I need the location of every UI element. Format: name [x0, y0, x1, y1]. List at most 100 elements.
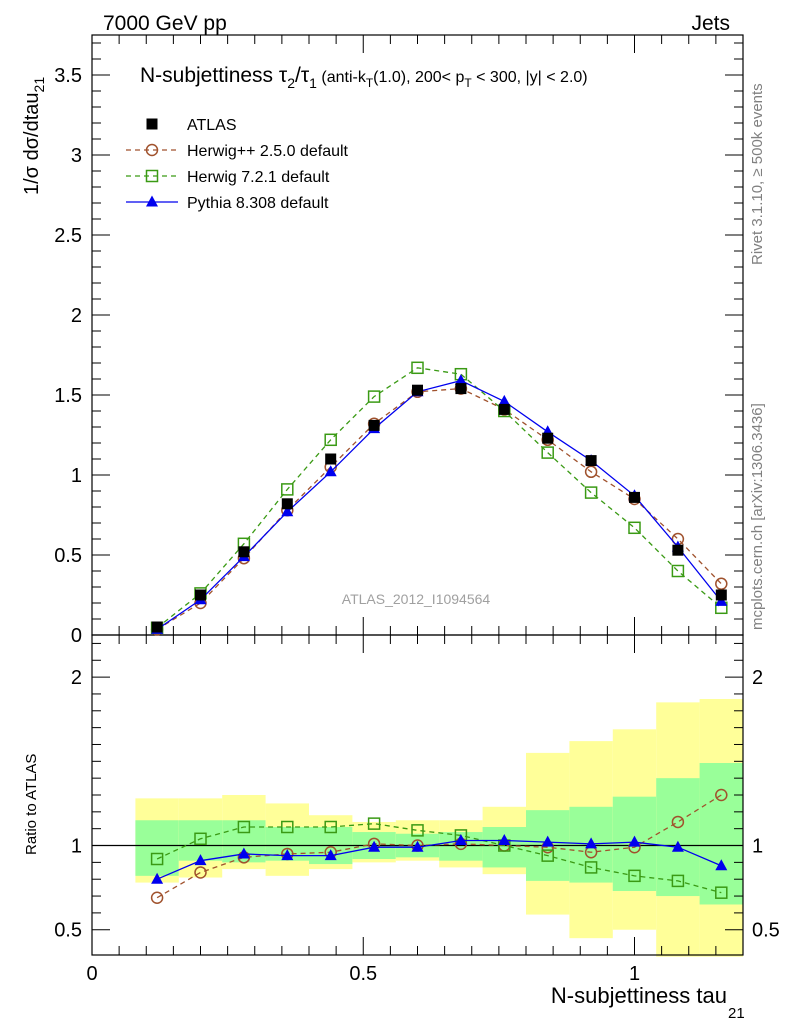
pythia-8-308-default-ratio-point	[411, 840, 424, 852]
main-y-tick-label: 2	[71, 305, 82, 327]
atlas-main-point	[412, 384, 423, 396]
pythia-8-308-default-legend-marker	[146, 195, 158, 207]
herwig-7-2-1-default-main-point	[367, 390, 381, 403]
atlas-main-point	[368, 419, 380, 431]
chart-title: N-subjettiness τ2/τ1 (anti-kT(1.0), 200<…	[140, 64, 588, 91]
pythia-8-308-default-ratio-point	[498, 833, 511, 845]
main-y-tick-label: 3	[71, 145, 82, 167]
herwig-2-5-0-default-ratio-point	[150, 891, 164, 904]
atlas-main-point	[281, 498, 293, 510]
main-y-tick-label: 0	[71, 625, 82, 647]
pythia-8-308-default-ratio-point	[628, 835, 641, 847]
herwig-2-5-0-default-main-point	[584, 465, 598, 479]
pythia-8-308-default-ratio-point	[281, 849, 294, 861]
atlas-main-point	[498, 403, 510, 415]
herwig-7-2-1-default-ratio-point	[584, 861, 598, 874]
herwig-7-2-1-default-ratio-point	[324, 820, 337, 834]
herwig-7-2-1-default-main-point	[628, 521, 641, 535]
title-sub2: 2	[287, 75, 295, 91]
green-band-bin	[656, 778, 700, 897]
main-y-tick-label: 2.5	[54, 225, 82, 247]
herwig-7-2-1-default-main-point	[281, 483, 294, 496]
atlas-main-point	[585, 455, 597, 467]
atlas-main-point	[629, 491, 640, 503]
herwig-7-2-1-default-ratio-point	[541, 849, 554, 862]
herwig-7-2-1-default-ratio-point	[237, 820, 251, 834]
pythia-8-308-default-main-point	[324, 465, 337, 477]
atlas-main-point	[455, 383, 467, 395]
herwig-7-2-1-default-main-point	[541, 446, 554, 459]
main-y-tick-label: 1	[71, 465, 82, 487]
herwig-7-2-1-default-ratio-point	[281, 820, 294, 834]
ratio-y-tick-label-right: 2	[752, 667, 763, 689]
herwig-2-5-0-default-legend-label: Herwig++ 2.5.0 default	[187, 143, 349, 160]
herwig-7-2-1-default-main-point	[671, 564, 685, 578]
herwig-7-2-1-default-ratio-point	[628, 869, 641, 883]
title-sub1: 1	[309, 75, 317, 91]
herwig-7-2-1-default-main-point	[584, 486, 598, 499]
herwig-7-2-1-default-ratio-point	[411, 824, 424, 837]
herwig-2-5-0-default-main-line	[156, 387, 722, 630]
pythia-8-308-default-ratio-line	[156, 839, 722, 880]
main-y-axis-label: 1/σ dσ/dtau21	[21, 77, 47, 195]
pythia-8-308-default-ratio-point	[541, 835, 554, 847]
herwig-2-5-0-default-ratio-point	[194, 866, 207, 879]
main-y-axis-label-subscript: 21	[31, 77, 47, 93]
x-axis-label: N-subjettiness tau	[551, 983, 727, 1008]
main-y-tick-label: 1.5	[54, 385, 82, 407]
atlas-legend-marker	[146, 118, 158, 130]
pythia-8-308-default-ratio-point	[324, 849, 337, 861]
green-band-bin	[699, 763, 743, 905]
analysis-watermark: ATLAS_2012_I1094564	[342, 591, 491, 607]
title-main: N-subjettiness τ	[140, 64, 288, 87]
ratio-y-tick-label-left: 2	[71, 667, 82, 689]
main-y-axis-label-text: 1/σ dσ/dtau	[21, 92, 43, 195]
ratio-uncertainty-bands	[135, 699, 743, 957]
ratio-series-group	[150, 788, 728, 904]
x-axis-label-subscript: 21	[728, 1005, 745, 1022]
pythia-8-308-default-ratio-point	[151, 872, 164, 884]
atlas-main-point	[238, 546, 250, 558]
herwig-7-2-1-default-ratio-point	[671, 874, 685, 888]
title-slash: /τ	[295, 64, 310, 87]
rivet-version-label: Rivet 3.1.10, ≥ 500k events	[749, 83, 766, 265]
green-band-bin	[482, 827, 526, 868]
x-tick-label: 0	[86, 963, 97, 985]
herwig-2-5-0-default-ratio-point	[715, 788, 728, 802]
pythia-8-308-default-main-point	[498, 394, 511, 406]
atlas-legend-label: ATLAS	[187, 117, 237, 134]
legend: ATLAS Herwig++ 2.5.0 default Herwig 7.2.1 …	[126, 117, 349, 212]
pythia-8-308-default-main-point	[454, 374, 467, 386]
main-series-group	[150, 361, 728, 636]
herwig-7-2-1-default-ratio-point	[150, 852, 164, 866]
pythia-8-308-default-ratio-point	[194, 854, 207, 866]
pythia-8-308-default-ratio-point	[585, 837, 598, 849]
title-cut-c: < 300, |y| < 2.0)	[472, 69, 588, 86]
pythia-8-308-default-ratio-point	[671, 840, 684, 852]
pythia-8-308-default-ratio-point	[368, 840, 381, 852]
title-cut-b: (1.0), 200< p	[373, 69, 464, 86]
herwig-7-2-1-default-main-point	[411, 361, 424, 375]
green-band-bin	[135, 820, 179, 876]
ratio-y-tick-label-right: 0.5	[752, 920, 780, 942]
ratio-y-tick-label-left: 1	[71, 836, 82, 858]
title-cut-a: (anti-k	[317, 69, 367, 86]
herwig-7-2-1-default-ratio-point	[367, 817, 381, 830]
atlas-main-point	[672, 544, 684, 556]
mcplots-reference-label: mcplots.cern.ch [arXiv:1306.3436]	[749, 403, 766, 630]
x-tick-label: 1	[629, 963, 640, 985]
herwig-7-2-1-default-legend-marker	[145, 169, 159, 183]
atlas-main-point	[542, 432, 554, 444]
herwig-7-2-1-default-ratio-point	[194, 832, 207, 846]
green-band-bin	[178, 820, 223, 861]
herwig-7-2-1-default-ratio-point	[715, 886, 728, 899]
herwig-2-5-0-default-ratio-line	[156, 794, 722, 899]
herwig-7-2-1-default-legend-label: Herwig 7.2.1 default	[187, 169, 330, 186]
ratio-y-tick-label-right: 1	[752, 836, 763, 858]
herwig-7-2-1-default-main-point	[324, 433, 337, 447]
herwig-2-5-0-default-legend-marker	[145, 143, 159, 157]
category-label: Jets	[691, 12, 730, 35]
ratio-y-tick-label-left: 0.5	[54, 920, 82, 942]
pythia-8-308-default-main-line	[156, 379, 722, 630]
pythia-8-308-default-ratio-point	[237, 847, 250, 859]
